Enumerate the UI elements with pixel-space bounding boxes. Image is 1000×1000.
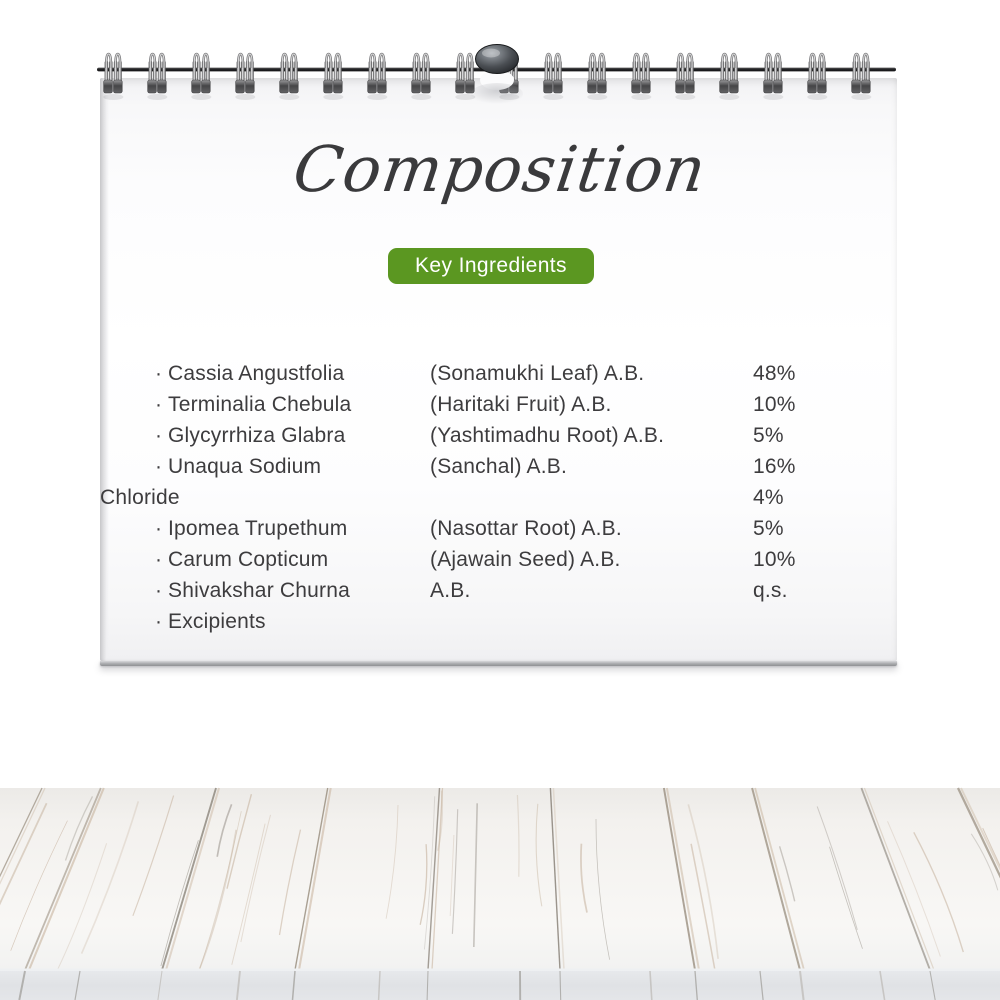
ingredient-desc: (Yashtimadhu Root) A.B. [430, 424, 665, 447]
ingredient-pct: 10% [753, 548, 796, 571]
ingredient-pct: 10% [753, 393, 796, 416]
bullet: · [155, 362, 163, 385]
ingredient-name: · Terminalia Chebula [155, 389, 430, 420]
bullet: · [155, 424, 163, 447]
ingredient-row: · Cassia Angustfolia (Sonamukhi Leaf) A.B… [155, 358, 860, 389]
ingredient-name: · Cassia Angustfolia [155, 358, 430, 389]
ingredient-name: · Carum Copticum [155, 544, 430, 575]
key-ingredients-badge: Key Ingredients [388, 248, 594, 284]
calendar-pad [100, 78, 897, 666]
ingredient-desc: (Sonamukhi Leaf) A.B. [430, 362, 645, 385]
page-stack-edge [100, 78, 109, 661]
ingredient-pct: 5% [753, 424, 784, 447]
ingredient-pct: 48% [753, 362, 796, 385]
bullet: · [155, 455, 163, 478]
bullet: · [155, 393, 163, 416]
ingredient-name: · Shivakshar Churna [155, 575, 430, 606]
ingredient-desc: A.B. [430, 579, 471, 602]
ingredient-pct [753, 606, 860, 637]
ingredient-name: · Excipients [155, 606, 430, 637]
ingredient-pct: 5% [753, 517, 784, 540]
pad-bottom-edge [100, 661, 897, 666]
ingredient-name: · Glycyrrhiza Glabra [155, 420, 430, 451]
ingredient-row: · Glycyrrhiza Glabra (Yashtimadhu Root) A… [155, 420, 860, 451]
ingredient-desc [430, 606, 753, 637]
ingredient-desc: (Nasottar Root) A.B. [430, 517, 622, 540]
ingredient-row: · Carum Copticum (Ajawain Seed) A.B. 10% [155, 544, 860, 575]
ingredient-name: · Ipomea Trupethum [155, 513, 430, 544]
ingredient-row: · Terminalia Chebula (Haritaki Fruit) A.B… [155, 389, 860, 420]
ingredient-row: · Excipients [155, 606, 860, 637]
ingredient-pct: 16% 4% [753, 455, 796, 509]
page-title: Composition [289, 133, 711, 206]
spiral-binding [97, 44, 896, 105]
bullet: · [155, 517, 163, 540]
hanging-hook [475, 44, 519, 74]
bullet: · [155, 579, 163, 602]
wood-table [0, 787, 1000, 1000]
ingredient-pct: q.s. [753, 579, 788, 602]
ingredient-desc: (Haritaki Fruit) A.B. [430, 393, 612, 416]
ingredient-row: · Shivakshar Churna A.B. q.s. [155, 575, 860, 606]
ingredient-row: · Unaqua Sodium Chloride (Sanchal) A.B. 1… [100, 451, 860, 513]
ingredient-desc: (Ajawain Seed) A.B. [430, 548, 621, 571]
ingredient-row: · Ipomea Trupethum (Nasottar Root) A.B. 5… [155, 513, 860, 544]
ingredient-desc: (Sanchal) A.B. [430, 455, 568, 478]
bullet: · [155, 610, 163, 633]
ingredient-name: · Unaqua Sodium Chloride [100, 451, 430, 513]
bullet: · [155, 548, 163, 571]
ingredient-list: · Cassia Angustfolia (Sonamukhi Leaf) A.B… [100, 358, 860, 637]
